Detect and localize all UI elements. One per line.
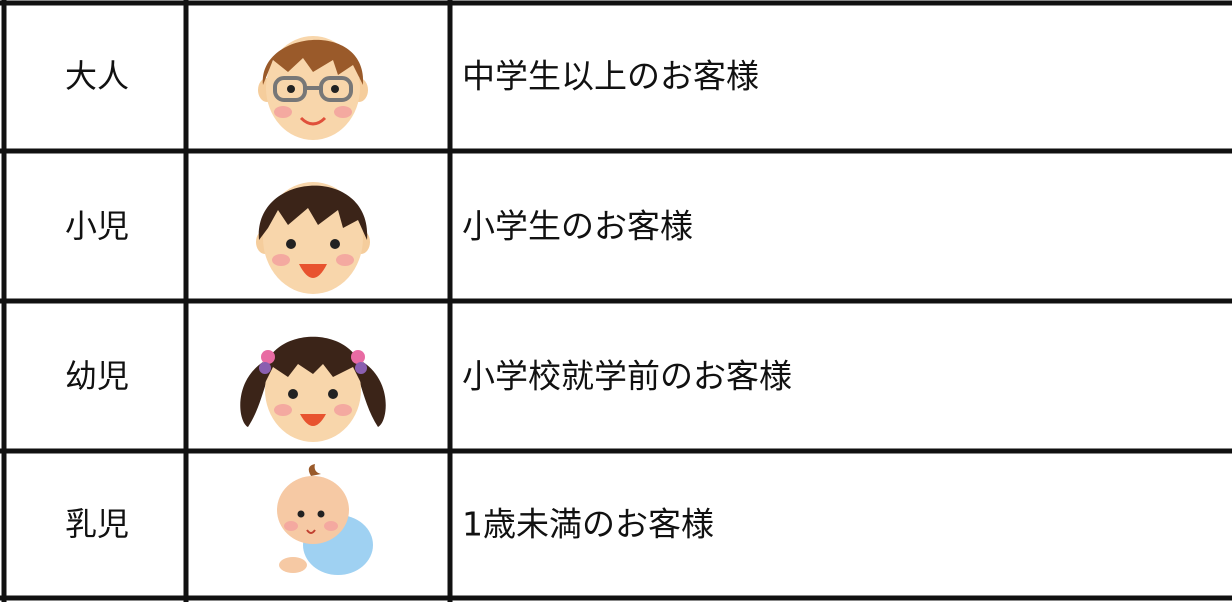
category-description: 中学生以上のお客様 [462,57,759,96]
child-illustration [256,182,370,294]
category-label: 乳児 [65,505,129,543]
category-description: 1歳未満のお客様 [462,505,714,544]
category-description: 小学校就学前のお客様 [462,357,792,396]
category-label: 小児 [65,207,129,245]
adult-illustration [258,36,368,140]
toddler-illustration [240,336,386,442]
baby-illustration [277,464,373,575]
category-description: 小学生のお客様 [462,207,693,246]
category-label: 大人 [65,57,129,95]
category-label: 幼児 [65,357,129,395]
